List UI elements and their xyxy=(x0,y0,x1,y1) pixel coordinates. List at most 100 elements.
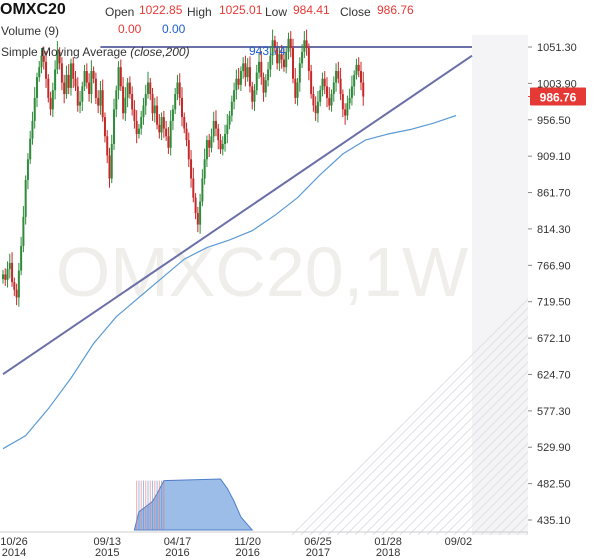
candle-body xyxy=(255,72,258,91)
candle-body xyxy=(289,38,292,48)
y-tick-label: 909.10 xyxy=(537,151,571,163)
y-tick-label: 577.30 xyxy=(537,406,571,418)
candle-body xyxy=(355,64,358,75)
candle-body xyxy=(357,64,360,72)
candle-body xyxy=(117,67,120,91)
candle-body xyxy=(242,63,245,72)
candle-body xyxy=(33,97,36,121)
candle-body xyxy=(142,105,145,118)
x-tick-label: 01/28 xyxy=(374,536,402,548)
candle-body xyxy=(287,38,290,52)
open-value: 1022.85 xyxy=(139,3,183,17)
candle-body xyxy=(196,213,199,225)
candle-body xyxy=(15,289,18,298)
candle-body xyxy=(344,109,347,116)
candle-body xyxy=(81,86,84,102)
candle-body xyxy=(167,136,170,148)
candle-body xyxy=(323,78,326,87)
x-tick-label: 09/13 xyxy=(93,536,121,548)
y-tick-label: 624.70 xyxy=(537,369,571,381)
candle-body xyxy=(353,74,356,87)
candle-body xyxy=(233,90,236,102)
candle-body xyxy=(115,90,118,110)
candle-body xyxy=(13,282,16,290)
candle-body xyxy=(156,105,159,125)
candle-body xyxy=(264,80,267,93)
candle-body xyxy=(49,97,52,110)
candle-body xyxy=(301,51,304,64)
candle-body xyxy=(237,78,240,85)
candle-body xyxy=(47,78,50,98)
candle-body xyxy=(335,71,338,83)
x-tick-year: 2015 xyxy=(95,547,119,558)
candle-body xyxy=(359,71,362,83)
sma-name: Simple Moving Average xyxy=(1,45,127,59)
y-tick-label: 529.90 xyxy=(537,442,571,454)
y-tick-label: 719.50 xyxy=(537,297,571,309)
volume-label: Volume (9) xyxy=(1,24,60,38)
sma-line xyxy=(2,114,457,450)
high-label: High xyxy=(187,5,212,19)
candle-body xyxy=(350,86,353,98)
candle-body xyxy=(74,78,77,87)
candle-body xyxy=(124,97,127,114)
candle-body xyxy=(321,78,324,91)
candle-body xyxy=(69,63,72,88)
candle-body xyxy=(262,77,265,93)
candle-body xyxy=(67,74,70,88)
candle-body xyxy=(332,82,335,95)
candle-body xyxy=(192,178,195,198)
candle-body xyxy=(97,97,100,106)
volume-value-2: 0.00 xyxy=(162,22,186,36)
candle-body xyxy=(267,69,270,81)
sma-params: (close,200) xyxy=(130,45,190,59)
candle-body xyxy=(92,71,95,79)
hatch-line xyxy=(390,325,600,536)
last-close-badge-text: 986.76 xyxy=(540,91,577,105)
candle-body xyxy=(224,133,227,144)
candle-body xyxy=(244,63,247,78)
candle-body xyxy=(144,94,147,106)
candle-body xyxy=(94,78,97,98)
hatch-line xyxy=(363,298,600,536)
candle-body xyxy=(246,67,249,78)
x-tick-year: 2017 xyxy=(306,547,330,558)
candle-body xyxy=(153,105,156,114)
low-label: Low xyxy=(265,5,288,19)
candle-body xyxy=(131,94,134,110)
candle-body xyxy=(178,82,181,98)
candle-body xyxy=(339,78,342,95)
candle-body xyxy=(6,269,9,280)
hatch-line xyxy=(435,370,600,536)
candle-body xyxy=(4,274,7,280)
y-tick-label: 766.90 xyxy=(537,260,571,272)
candle-body xyxy=(310,71,313,95)
candle-body xyxy=(278,54,281,64)
candle-body xyxy=(35,77,38,98)
hatch-line xyxy=(408,343,600,536)
watermark-text: OMXC20,1W xyxy=(56,233,468,311)
candle-body xyxy=(294,78,297,98)
candle-body xyxy=(228,115,231,125)
candle-body xyxy=(260,61,263,78)
candle-body xyxy=(42,55,45,62)
y-tick-label: 672.10 xyxy=(537,333,571,345)
candle-body xyxy=(20,246,23,271)
candle-body xyxy=(128,82,131,95)
x-tick-year: 2018 xyxy=(376,547,400,558)
candle-body xyxy=(40,55,43,68)
candle-body xyxy=(58,51,61,64)
candle-body xyxy=(199,201,202,225)
candle-body xyxy=(280,54,283,60)
candle-body xyxy=(208,140,211,148)
candle-body xyxy=(171,109,174,121)
x-tick-year: 2014 xyxy=(2,547,26,558)
support-trendline xyxy=(2,54,473,376)
hatch-line xyxy=(417,352,600,536)
candle-body xyxy=(24,180,27,217)
candle-body xyxy=(45,61,48,79)
candle-body xyxy=(65,74,68,95)
y-tick-label: 1051.30 xyxy=(537,42,577,54)
candle-body xyxy=(133,109,136,121)
